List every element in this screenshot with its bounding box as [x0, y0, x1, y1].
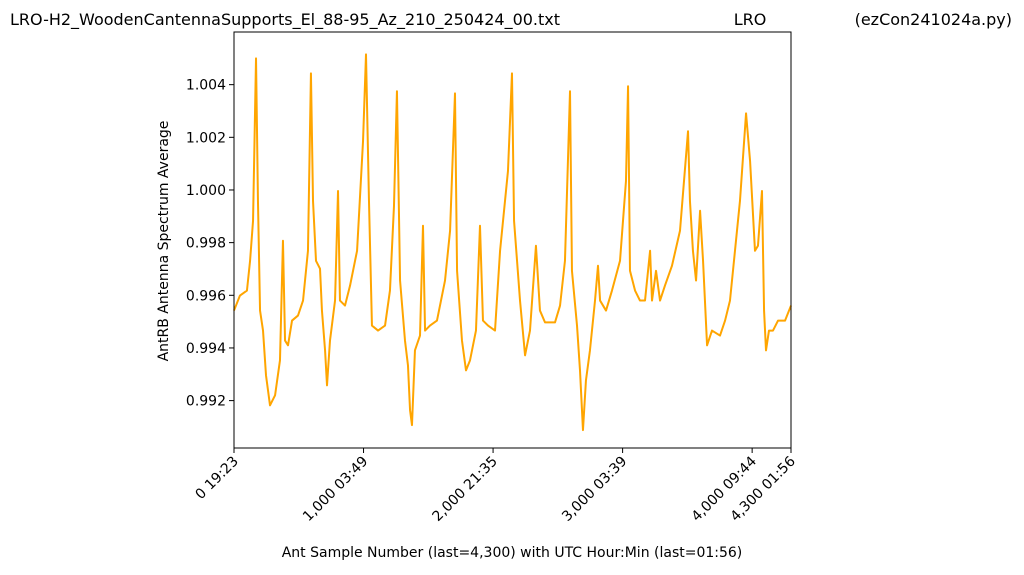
chart-title: LRO-H2_WoodenCantennaSupports_El_88-95_A… — [10, 10, 560, 30]
y-tick-label: 1.002 — [186, 130, 226, 146]
y-axis-label: AntRB Antenna Spectrum Average — [156, 121, 172, 362]
x-axis-label: Ant Sample Number (last=4,300) with UTC … — [282, 545, 743, 561]
x-tick-label: 3,000 03:39 — [559, 454, 630, 525]
y-tick-label: 0.996 — [186, 288, 226, 304]
y-tick-label: 0.992 — [186, 394, 226, 410]
chart-subtitle: LRO — [734, 10, 767, 29]
y-tick-label: 0.994 — [186, 341, 226, 357]
annotation: (ezCon241024a.py) — [855, 10, 1012, 29]
x-tick-label: 0 19:23 — [193, 454, 242, 503]
x-tick-label: 1,000 03:49 — [300, 454, 371, 525]
plot-frame — [233, 31, 792, 449]
data-line — [233, 53, 792, 432]
y-tick-label: 1.000 — [186, 183, 226, 199]
y-tick-label: 1.004 — [186, 78, 226, 94]
x-tick-label: 2,000 21:35 — [430, 454, 501, 525]
y-tick-label: 0.998 — [186, 236, 226, 252]
